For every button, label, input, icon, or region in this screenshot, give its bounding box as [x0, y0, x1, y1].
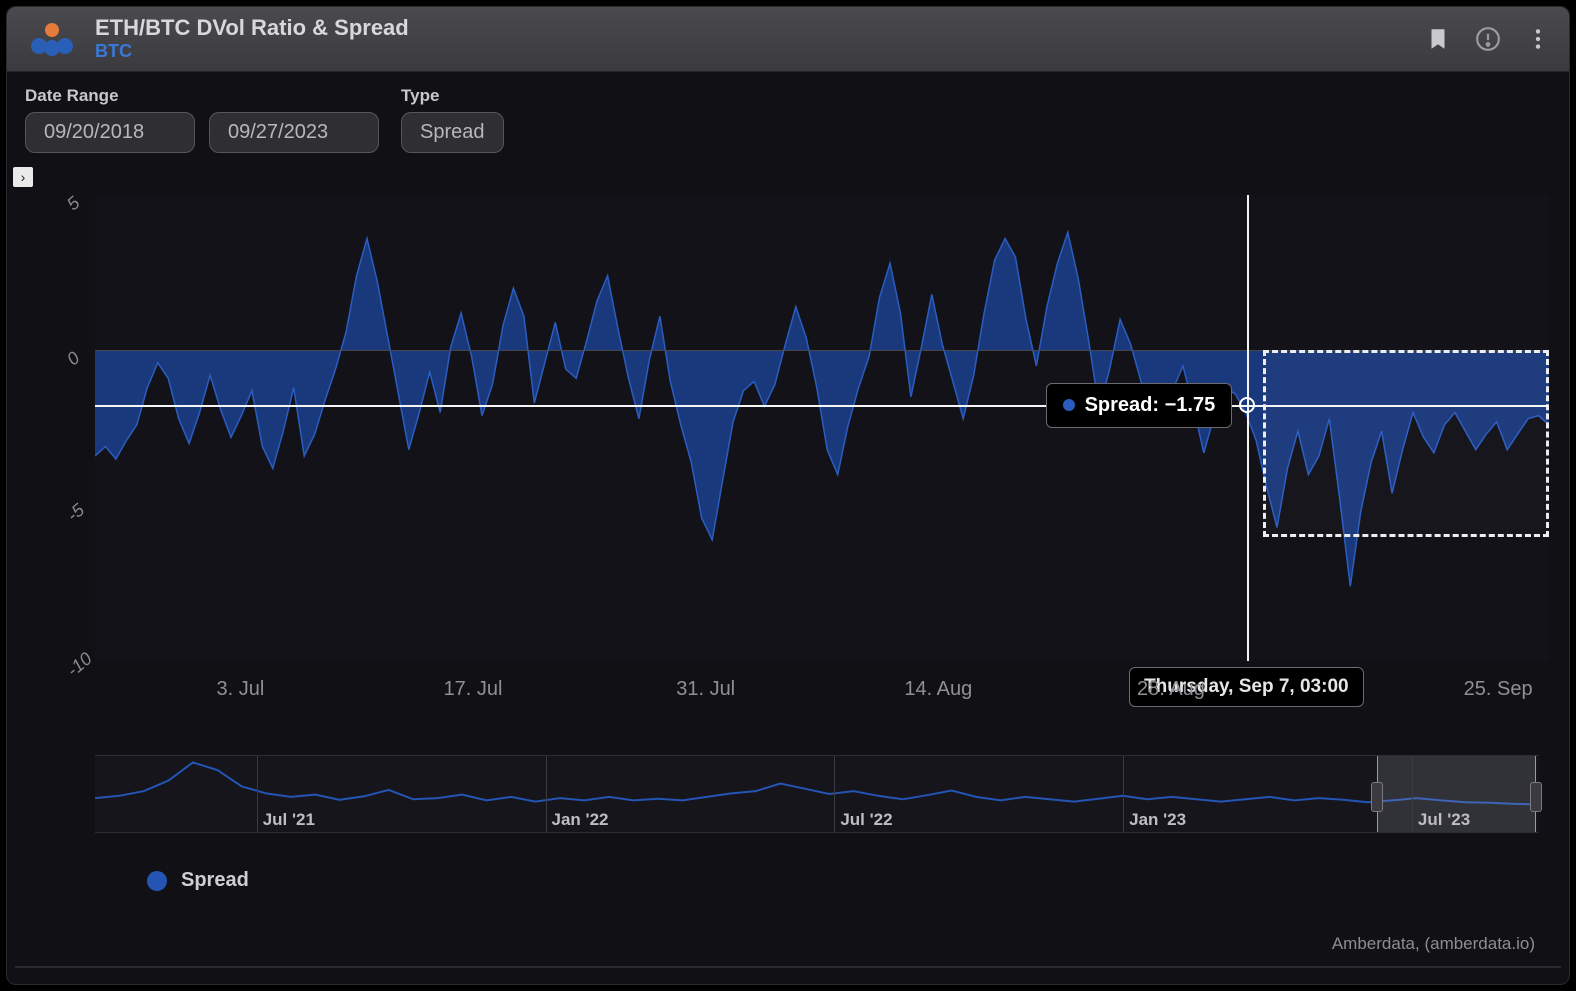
crosshair-point [1239, 397, 1255, 413]
crosshair-horizontal [95, 405, 1549, 407]
expand-sidebar-button[interactable]: › [13, 167, 33, 187]
y-tick-label: -5 [63, 499, 89, 525]
x-tick-label: 14. Aug [904, 678, 972, 701]
panel-header: ETH/BTC DVol Ratio & Spread BTC [7, 7, 1569, 72]
type-label: Type [401, 86, 504, 106]
type-select[interactable]: Spread [401, 112, 504, 153]
x-tick-label: 25. Sep [1464, 678, 1533, 701]
bookmark-icon[interactable] [1425, 26, 1451, 52]
navigator-handle-right[interactable] [1530, 782, 1542, 812]
x-axis: 3. Jul 17. Jul 31. Jul 14. Aug 28. Aug 25. Se… [95, 671, 1549, 715]
x-tick-label: 3. Jul [216, 678, 264, 701]
date-range-label: Date Range [25, 86, 379, 106]
navigator-tick-label: Jul '22 [840, 810, 892, 830]
zoom-selection-box[interactable] [1263, 350, 1549, 536]
panel-subtitle: BTC [95, 41, 409, 63]
main-chart[interactable]: Spread: −1.75 Thursday, Sep 7, 03:00 3. … [27, 185, 1549, 715]
chart-panel: ETH/BTC DVol Ratio & Spread BTC Date Ran… [6, 6, 1570, 985]
navigator-tick-label: Jan '22 [552, 810, 609, 830]
x-tick-label: 17. Jul [444, 678, 503, 701]
tooltip-value: −1.75 [1165, 394, 1216, 416]
date-from-input[interactable]: 09/20/2018 [25, 112, 195, 153]
legend-series-label: Spread [181, 869, 249, 892]
range-navigator[interactable]: Jul '21 Jan '22 Jul '22 Jan '23 Jul '23 [95, 755, 1539, 859]
legend[interactable]: Spread [147, 869, 249, 892]
controls-bar: Date Range 09/20/2018 09/27/2023 Type Sp… [7, 72, 1569, 157]
more-vertical-icon[interactable] [1525, 26, 1551, 52]
bottom-divider [15, 966, 1561, 968]
panel-title: ETH/BTC DVol Ratio & Spread [95, 15, 409, 41]
y-tick-label: -10 [63, 648, 96, 681]
value-tooltip: Spread: −1.75 [1046, 383, 1233, 428]
date-to-input[interactable]: 09/27/2023 [209, 112, 379, 153]
x-tick-label: 28. Aug [1137, 678, 1205, 701]
navigator-gridline [1412, 756, 1413, 832]
y-tick-label: 5 [63, 193, 84, 216]
navigator-gridline [1123, 756, 1124, 832]
amberdata-logo [25, 20, 79, 58]
navigator-tick-label: Jul '23 [1418, 810, 1470, 830]
navigator-handle-left[interactable] [1371, 782, 1383, 812]
crosshair-vertical [1247, 195, 1249, 661]
x-tick-label: 31. Jul [676, 678, 735, 701]
navigator-gridline [546, 756, 547, 832]
navigator-gridline [834, 756, 835, 832]
alert-circle-icon[interactable] [1475, 26, 1501, 52]
y-tick-label: 0 [63, 348, 84, 371]
navigator-gridline [257, 756, 258, 832]
tooltip-series-dot [1063, 399, 1075, 411]
legend-series-dot [147, 871, 167, 891]
navigator-tick-label: Jul '21 [263, 810, 315, 830]
tooltip-series-name: Spread [1085, 394, 1153, 416]
navigator-tick-label: Jan '23 [1129, 810, 1186, 830]
credits-text: Amberdata, (amberdata.io) [1332, 934, 1535, 954]
